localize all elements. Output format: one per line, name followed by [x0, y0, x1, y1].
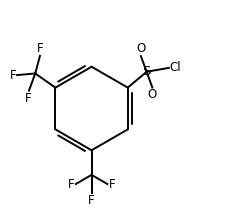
Text: Cl: Cl	[169, 61, 181, 74]
Text: F: F	[88, 194, 94, 207]
Text: S: S	[142, 65, 150, 78]
Text: F: F	[108, 178, 115, 191]
Text: F: F	[68, 178, 74, 191]
Text: O: O	[136, 42, 145, 55]
Text: O: O	[147, 88, 156, 101]
Text: F: F	[36, 42, 43, 55]
Text: F: F	[25, 92, 32, 105]
Text: F: F	[9, 69, 16, 82]
